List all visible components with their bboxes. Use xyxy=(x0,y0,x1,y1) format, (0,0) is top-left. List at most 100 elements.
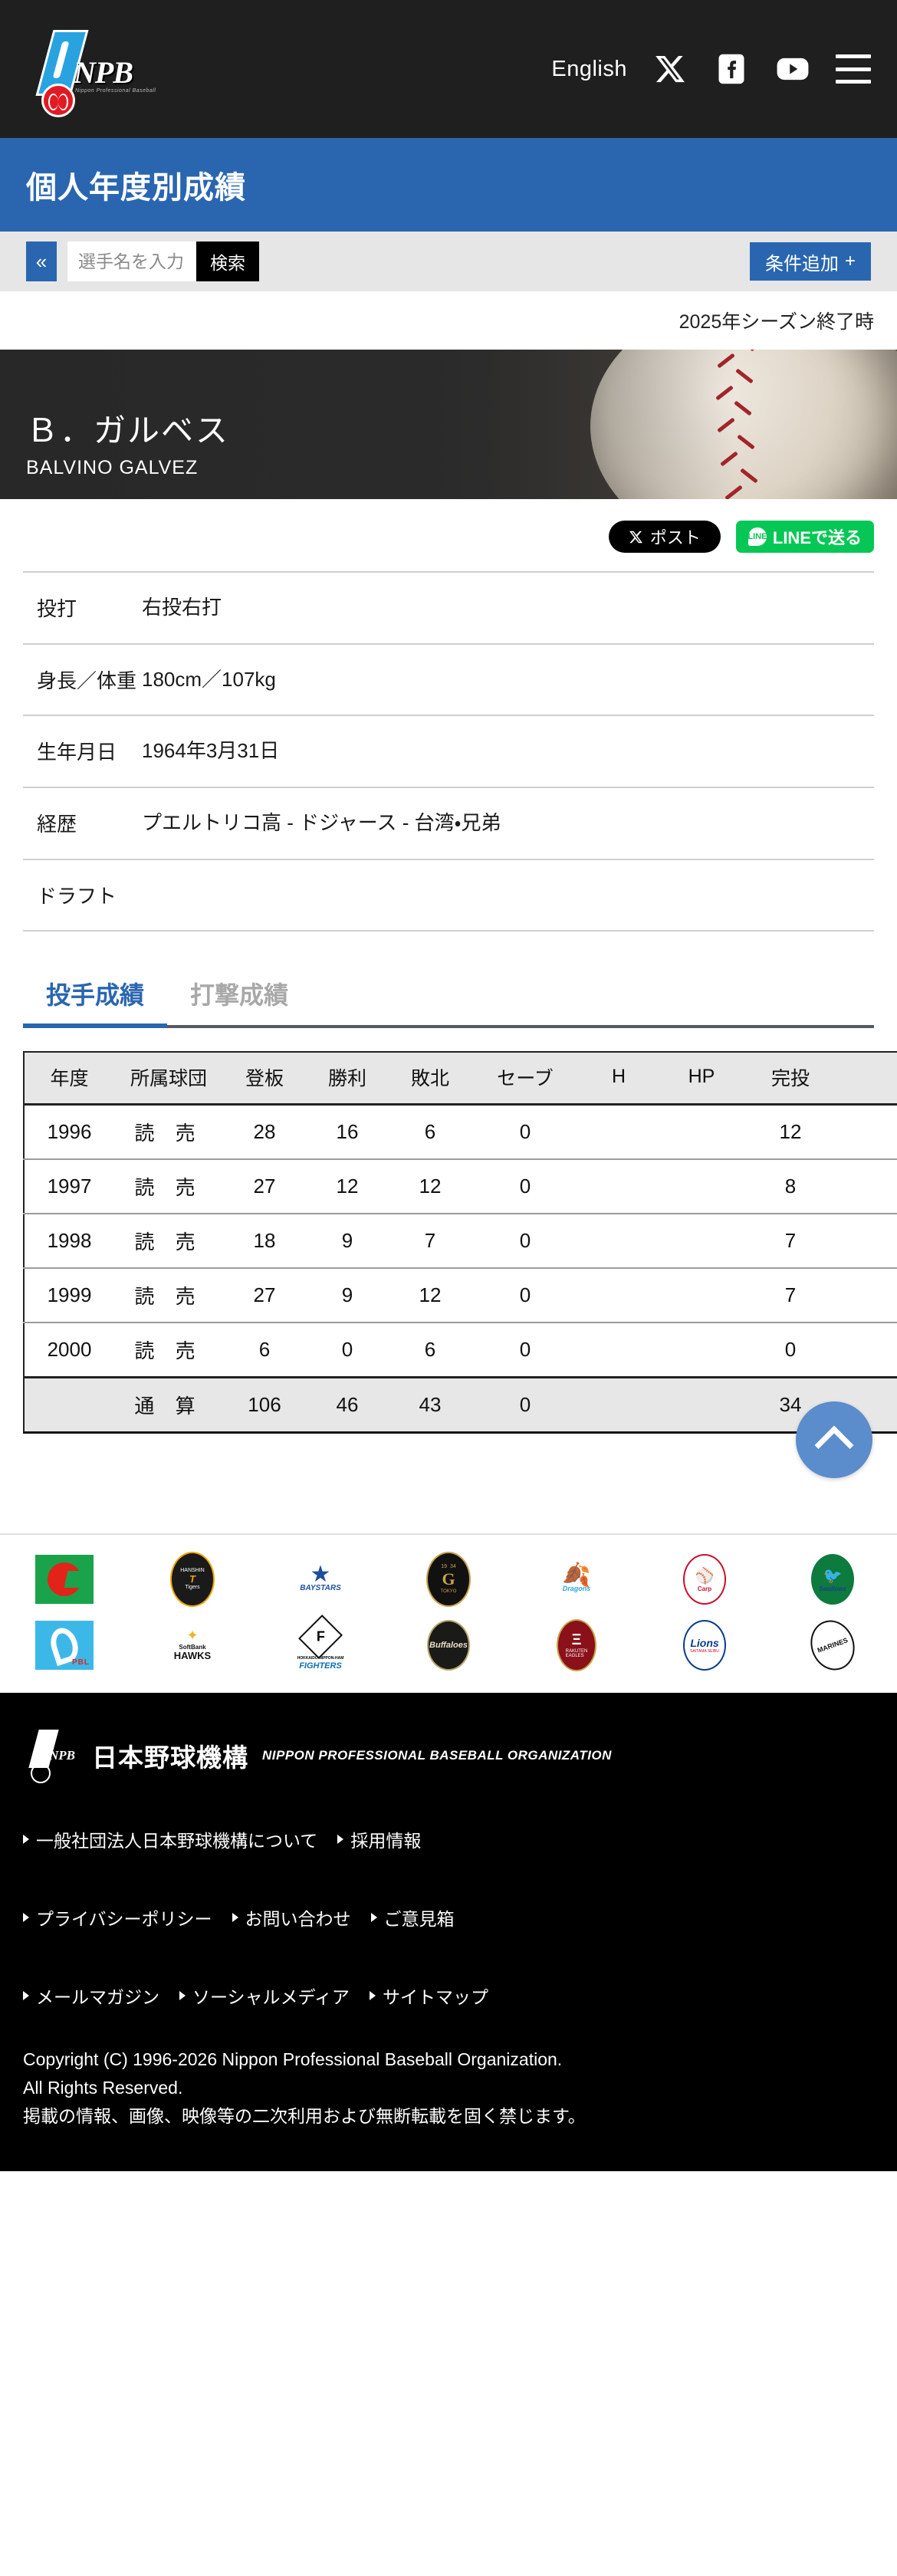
logo-chunichi-dragons[interactable]: 🍂 Dragons xyxy=(562,1562,591,1593)
season-note: 2025年シーズン終了時 xyxy=(0,291,897,350)
table-row: 1998 読 売 18 9 7 0 7 xyxy=(24,1213,897,1269)
cell-year: 1998 xyxy=(24,1213,114,1269)
footer-npb-wordmark: NPB xyxy=(49,1747,75,1763)
cell-complete-games: 8 xyxy=(744,1158,836,1214)
profile-value-throw-bat: 右投右打 xyxy=(142,596,222,619)
col-header-hp: HP xyxy=(659,1051,744,1106)
cell-total-label: 通 算 xyxy=(114,1375,223,1434)
pitching-stats-table: 年度 所属球団 登板 勝利 敗北 セーブ H HP 完投 1996 読 売 28… xyxy=(23,1050,897,1434)
cell-losses: 6 xyxy=(389,1322,472,1378)
profile-label-birthdate: 生年月日 xyxy=(37,741,117,764)
search-button[interactable]: 検索 xyxy=(196,242,259,281)
stats-table-scroll[interactable]: 年度 所属球団 登板 勝利 敗北 セーブ H HP 完投 1996 読 売 28… xyxy=(0,1050,897,1434)
tab-pitching-stats[interactable]: 投手成績 xyxy=(23,968,168,1028)
profile-row: 投打 右投右打 xyxy=(23,572,874,644)
npb-logo[interactable]: NPB Nippon Professional Baseball xyxy=(26,24,156,117)
cell-losses: 12 xyxy=(389,1158,472,1214)
cell-wins: 9 xyxy=(306,1213,389,1269)
cell-games: 106 xyxy=(223,1375,306,1434)
col-header-games: 登板 xyxy=(223,1051,306,1106)
logo-tokyo-yakult-swallows[interactable]: 🐦 Swallows xyxy=(787,1552,879,1607)
copyright-line-3: 掲載の情報、画像、映像等の二次利用および無断転載を固く禁じます。 xyxy=(23,2106,586,2127)
player-identity: Ｂ．ガルベス BALVINO GALVEZ xyxy=(26,411,229,480)
cell-hp xyxy=(659,1375,744,1434)
logo-hiroshima-toyo-carp[interactable]: ⚾ Carp xyxy=(659,1552,751,1607)
footer-link-social-media[interactable]: ソーシャルメディア xyxy=(179,1983,350,2009)
footer-link-sitemap[interactable]: サイトマップ xyxy=(370,1983,488,2009)
cell-extra xyxy=(836,1104,897,1160)
cell-games: 27 xyxy=(223,1158,306,1214)
col-header-extra xyxy=(836,1051,897,1106)
footer-link-mailmagazine[interactable]: メールマガジン xyxy=(23,1983,159,2009)
table-row: 2000 読 売 6 0 6 0 0 xyxy=(24,1322,897,1378)
banner-gradient-overlay xyxy=(0,350,897,499)
npb-sub-wordmark: Nippon Professional Baseball xyxy=(75,88,156,94)
profile-value-draft xyxy=(142,859,874,931)
cell-wins: 0 xyxy=(306,1322,389,1378)
logo-pacific-league[interactable]: PBL xyxy=(18,1618,110,1673)
tab-batting-stats[interactable]: 打撃成績 xyxy=(190,981,289,1009)
profile-value-career: プエルトリコ高 - ドジャース - 台湾・兄弟 xyxy=(142,811,501,835)
add-condition-button[interactable]: 条件追加 + xyxy=(749,242,871,281)
cell-holds xyxy=(579,1322,659,1378)
cell-wins: 12 xyxy=(306,1158,389,1214)
logo-hanshin-tigers[interactable]: HANSHIN T Tigers xyxy=(146,1551,238,1607)
cell-holds xyxy=(579,1104,659,1160)
footer-link-about[interactable]: 一般社団法人日本野球機構について xyxy=(23,1826,317,1852)
scroll-top-area xyxy=(0,1401,897,1533)
player-name-en: BALVINO GALVEZ xyxy=(26,457,199,478)
scroll-to-top-button[interactable] xyxy=(796,1401,872,1478)
profile-value-height-weight: 180cm／107kg xyxy=(142,667,276,691)
logo-saitama-seibu-lions[interactable]: Lions SAITAMA SEIBU xyxy=(659,1618,751,1673)
profile-row: 生年月日 1964年3月31日 xyxy=(23,715,874,787)
logo-tohoku-rakuten-golden-eagles[interactable]: Ξ RAKUTEN EAGLES xyxy=(531,1618,623,1673)
team-logo-strip: HANSHIN T Tigers ★ BAYSTARS 19 34 G TOKYO 🍂 Dr… xyxy=(0,1533,897,1693)
logo-chiba-lotte-marines[interactable]: MARINES xyxy=(787,1614,879,1677)
x-icon[interactable] xyxy=(652,51,688,87)
footer-brand: NPB 日本野球機構 NIPPON PROFESSIONAL BASEBALL … xyxy=(23,1727,874,1785)
search-input[interactable] xyxy=(67,242,196,281)
footer-brand-en: NIPPON PROFESSIONAL BASEBALL ORGANIZATIO… xyxy=(262,1747,612,1763)
cell-complete-games: 0 xyxy=(744,1322,836,1378)
logo-fukuoka-softbank-hawks[interactable]: ✦ SoftBank HAWKS xyxy=(173,1627,212,1662)
col-header-wins: 勝利 xyxy=(306,1051,389,1106)
cell-complete-games: 7 xyxy=(744,1213,836,1269)
pacific-league-logo-row: PBL ✦ SoftBank HAWKS F HOKKAIDO NIPPON-HAM F… xyxy=(18,1614,879,1677)
footer-link-privacy[interactable]: プライバシーポリシー xyxy=(23,1904,212,1930)
col-header-complete-games: 完投 xyxy=(744,1051,836,1106)
language-link[interactable]: English xyxy=(551,56,627,81)
site-header: NPB Nippon Professional Baseball English xyxy=(0,0,897,138)
player-profile: 投打 右投右打 身長／体重 180cm／107kg 生年月日 1964年3月31… xyxy=(0,571,897,932)
cell-saves: 0 xyxy=(472,1267,579,1323)
search-bar: « 検索 条件追加 + xyxy=(0,232,897,291)
logo-yomiuri-giants[interactable]: 19 34 G TOKYO xyxy=(402,1551,495,1607)
youtube-icon[interactable] xyxy=(774,51,811,87)
footer-link-feedback[interactable]: ご意見箱 xyxy=(371,1904,455,1930)
player-name-ja: Ｂ．ガルベス xyxy=(26,412,229,449)
logo-yokohama-dena-baystars[interactable]: ★ BAYSTARS xyxy=(300,1562,341,1593)
collapse-chevron-icon[interactable]: « xyxy=(26,242,57,281)
col-header-losses: 敗北 xyxy=(389,1051,472,1106)
cell-wins: 16 xyxy=(306,1104,389,1160)
cell-hp xyxy=(659,1213,744,1269)
profile-label-throw-bat: 投打 xyxy=(37,597,77,620)
profile-label-height-weight: 身長／体重 xyxy=(37,669,137,692)
share-line-label: LINEで送る xyxy=(772,528,862,547)
logo-hokkaido-nippon-ham-fighters[interactable]: F HOKKAIDO NIPPON-HAM FIGHTERS xyxy=(274,1614,366,1673)
logo-central-league[interactable] xyxy=(18,1552,110,1607)
cell-extra xyxy=(836,1267,897,1323)
cell-wins: 9 xyxy=(306,1267,389,1323)
footer-link-recruit[interactable]: 採用情報 xyxy=(337,1826,421,1852)
cell-hp xyxy=(659,1158,744,1214)
share-x-button[interactable]: ポスト xyxy=(608,521,721,553)
hamburger-menu-icon[interactable] xyxy=(836,54,871,84)
cell-losses: 7 xyxy=(389,1213,472,1269)
central-league-logo-row: HANSHIN T Tigers ★ BAYSTARS 19 34 G TOKYO 🍂 Dr… xyxy=(18,1551,879,1607)
logo-orix-buffaloes[interactable]: Buffaloes xyxy=(402,1618,495,1673)
share-line-button[interactable]: LINE LINEで送る xyxy=(735,521,874,553)
footer-link-contact[interactable]: お問い合わせ xyxy=(232,1904,351,1930)
footer-brand-ja: 日本野球機構 xyxy=(92,1743,248,1772)
cell-games: 28 xyxy=(223,1104,306,1160)
page-title: 個人年度別成績 xyxy=(26,171,246,205)
facebook-icon[interactable] xyxy=(713,51,750,87)
